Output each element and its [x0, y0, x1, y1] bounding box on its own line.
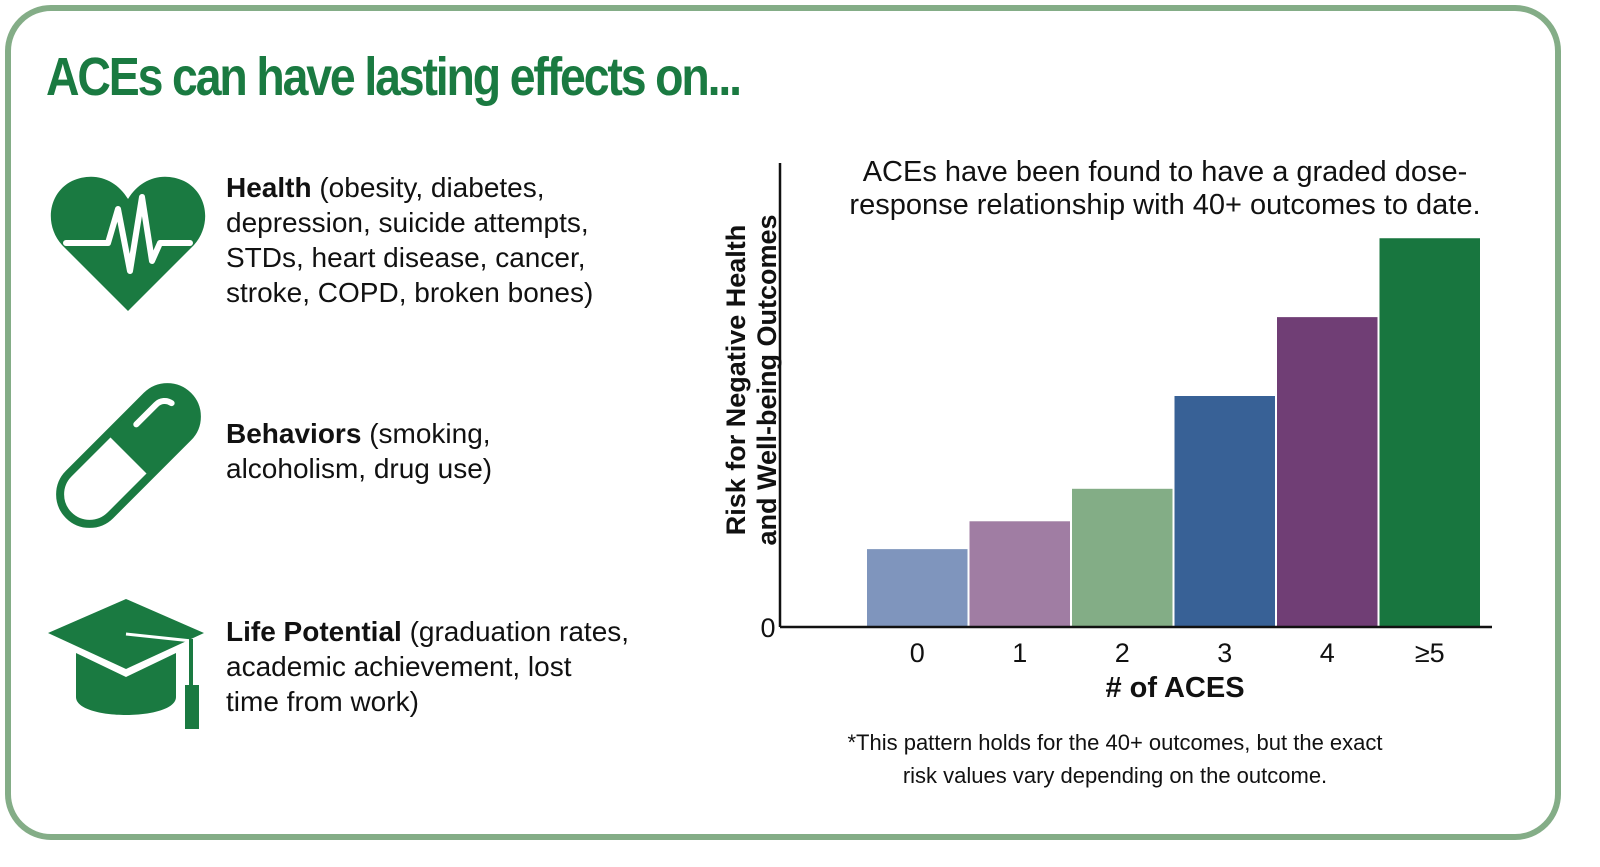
effect-behaviors-detail-1: (smoking,	[369, 418, 491, 449]
x-tick-label-3: 3	[1217, 638, 1232, 668]
footnote-line-2: risk values vary depending on the outcom…	[902, 763, 1328, 788]
chart-x-axis-label: # of ACES	[1105, 672, 1245, 704]
chart-title-line-1: ACEs have been found to have a graded do…	[862, 156, 1468, 188]
effect-health-detail-3: STDs, heart disease, cancer,	[226, 242, 586, 273]
effect-life-potential-heading: Life Potential	[226, 616, 402, 647]
bar-1	[967, 519, 1072, 629]
effect-health: Health (obesity, diabetes, depression, s…	[226, 170, 696, 310]
x-tick-label-1: 1	[1012, 638, 1027, 668]
effect-life-potential-detail-1: (graduation rates,	[409, 616, 630, 647]
chart-title-line-2: response relationship with 40+ outcomes …	[849, 189, 1481, 221]
chart-footnote: *This pattern holds for the 40+ outcomes…	[790, 726, 1440, 792]
bar-5	[1377, 236, 1482, 629]
card-frame	[5, 5, 1561, 840]
heart-pulse-icon	[50, 176, 206, 311]
footnote-line-1: *This pattern holds for the 40+ outcomes…	[847, 730, 1383, 755]
bar-3	[1172, 394, 1277, 628]
effect-life-potential: Life Potential (graduation rates, academ…	[226, 614, 696, 719]
bar-0	[865, 547, 970, 628]
bar-2	[1070, 486, 1175, 628]
pill-capsule-icon	[56, 383, 201, 528]
effect-life-potential-detail-3: time from work)	[226, 686, 419, 717]
x-tick-label-4: 4	[1320, 638, 1335, 668]
graduation-cap-icon	[48, 599, 204, 729]
page-title: ACEs can have lasting effects on...	[46, 47, 742, 107]
effect-life-potential-detail-2: academic achievement, lost	[226, 651, 572, 682]
effect-health-detail-4: stroke, COPD, broken bones)	[226, 277, 594, 308]
chart-title: ACEs have been found to have a graded do…	[820, 156, 1510, 222]
effect-behaviors-detail-2: alcoholism, drug use)	[226, 453, 493, 484]
effect-health-detail-1: (obesity, diabetes,	[319, 172, 545, 203]
y-tick-label-0: 0	[760, 613, 775, 643]
effect-behaviors: Behaviors (smoking, alcoholism, drug use…	[226, 416, 696, 486]
effect-health-detail-2: depression, suicide attempts,	[226, 207, 589, 238]
effect-health-heading: Health	[226, 172, 312, 203]
effect-behaviors-heading: Behaviors	[226, 418, 362, 449]
bar-4	[1275, 315, 1380, 628]
x-tick-label-5: ≥5	[1415, 638, 1445, 668]
x-tick-label-2: 2	[1115, 638, 1130, 668]
x-tick-label-0: 0	[910, 638, 925, 668]
